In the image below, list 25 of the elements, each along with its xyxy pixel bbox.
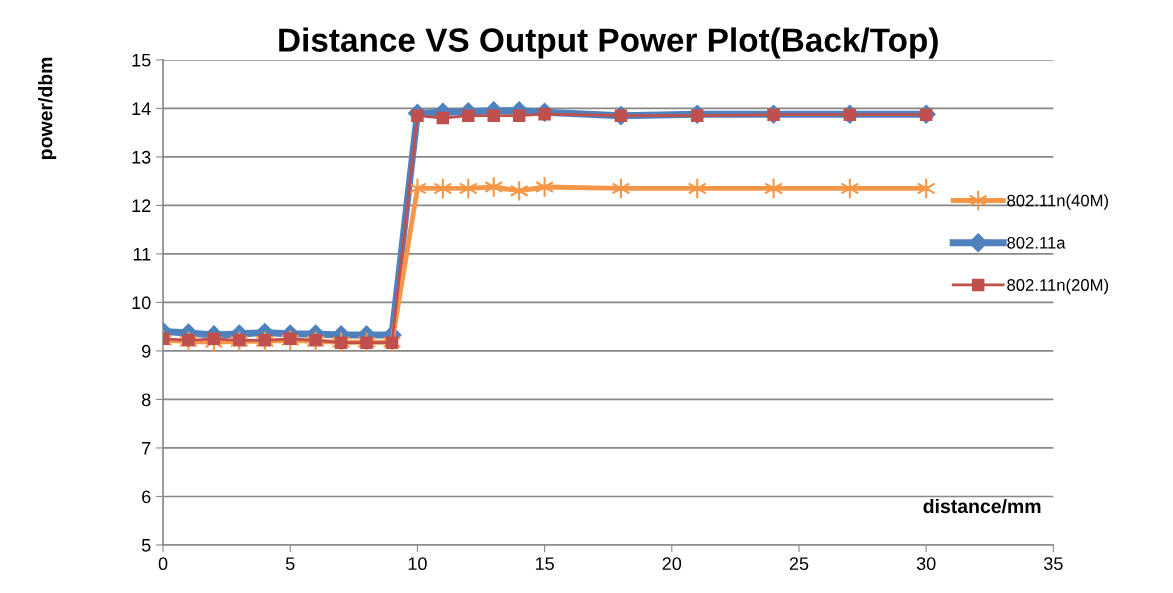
y-tick-label: 12 <box>132 199 151 212</box>
y-tick-label: 8 <box>141 393 151 407</box>
x-tick-label: 10 <box>408 557 427 571</box>
x-tick-label: 15 <box>535 557 554 571</box>
x-tick-label: 20 <box>662 557 682 571</box>
y-axis-title: power/dbm <box>38 57 57 159</box>
y-tick-label: 11 <box>133 248 151 261</box>
x-tick-label: 0 <box>158 557 168 571</box>
y-tick-label: 14 <box>132 102 151 115</box>
y-tick-label: 7 <box>142 442 151 455</box>
y-tick-label: 13 <box>132 150 151 164</box>
x-tick-label: 25 <box>789 557 809 571</box>
legend-label: 802.11n(40M) <box>1007 194 1109 210</box>
x-axis-title: distance/mm <box>923 498 1041 514</box>
x-tick-label: 35 <box>1044 557 1063 571</box>
y-tick-label: 5 <box>141 539 151 552</box>
chart-title: Distance VS Output Power Plot(Back/Top) <box>279 27 938 59</box>
x-tick-label: 30 <box>916 557 936 571</box>
y-tick-label: 9 <box>142 344 151 358</box>
legend-label: 802.11a <box>1007 236 1066 249</box>
x-tick-label: 5 <box>285 557 295 571</box>
y-tick-label: 15 <box>132 54 151 67</box>
y-tick-label: 6 <box>142 490 151 504</box>
legend-label: 802.11n(20M) <box>1007 278 1109 295</box>
y-tick-label: 10 <box>132 296 151 310</box>
